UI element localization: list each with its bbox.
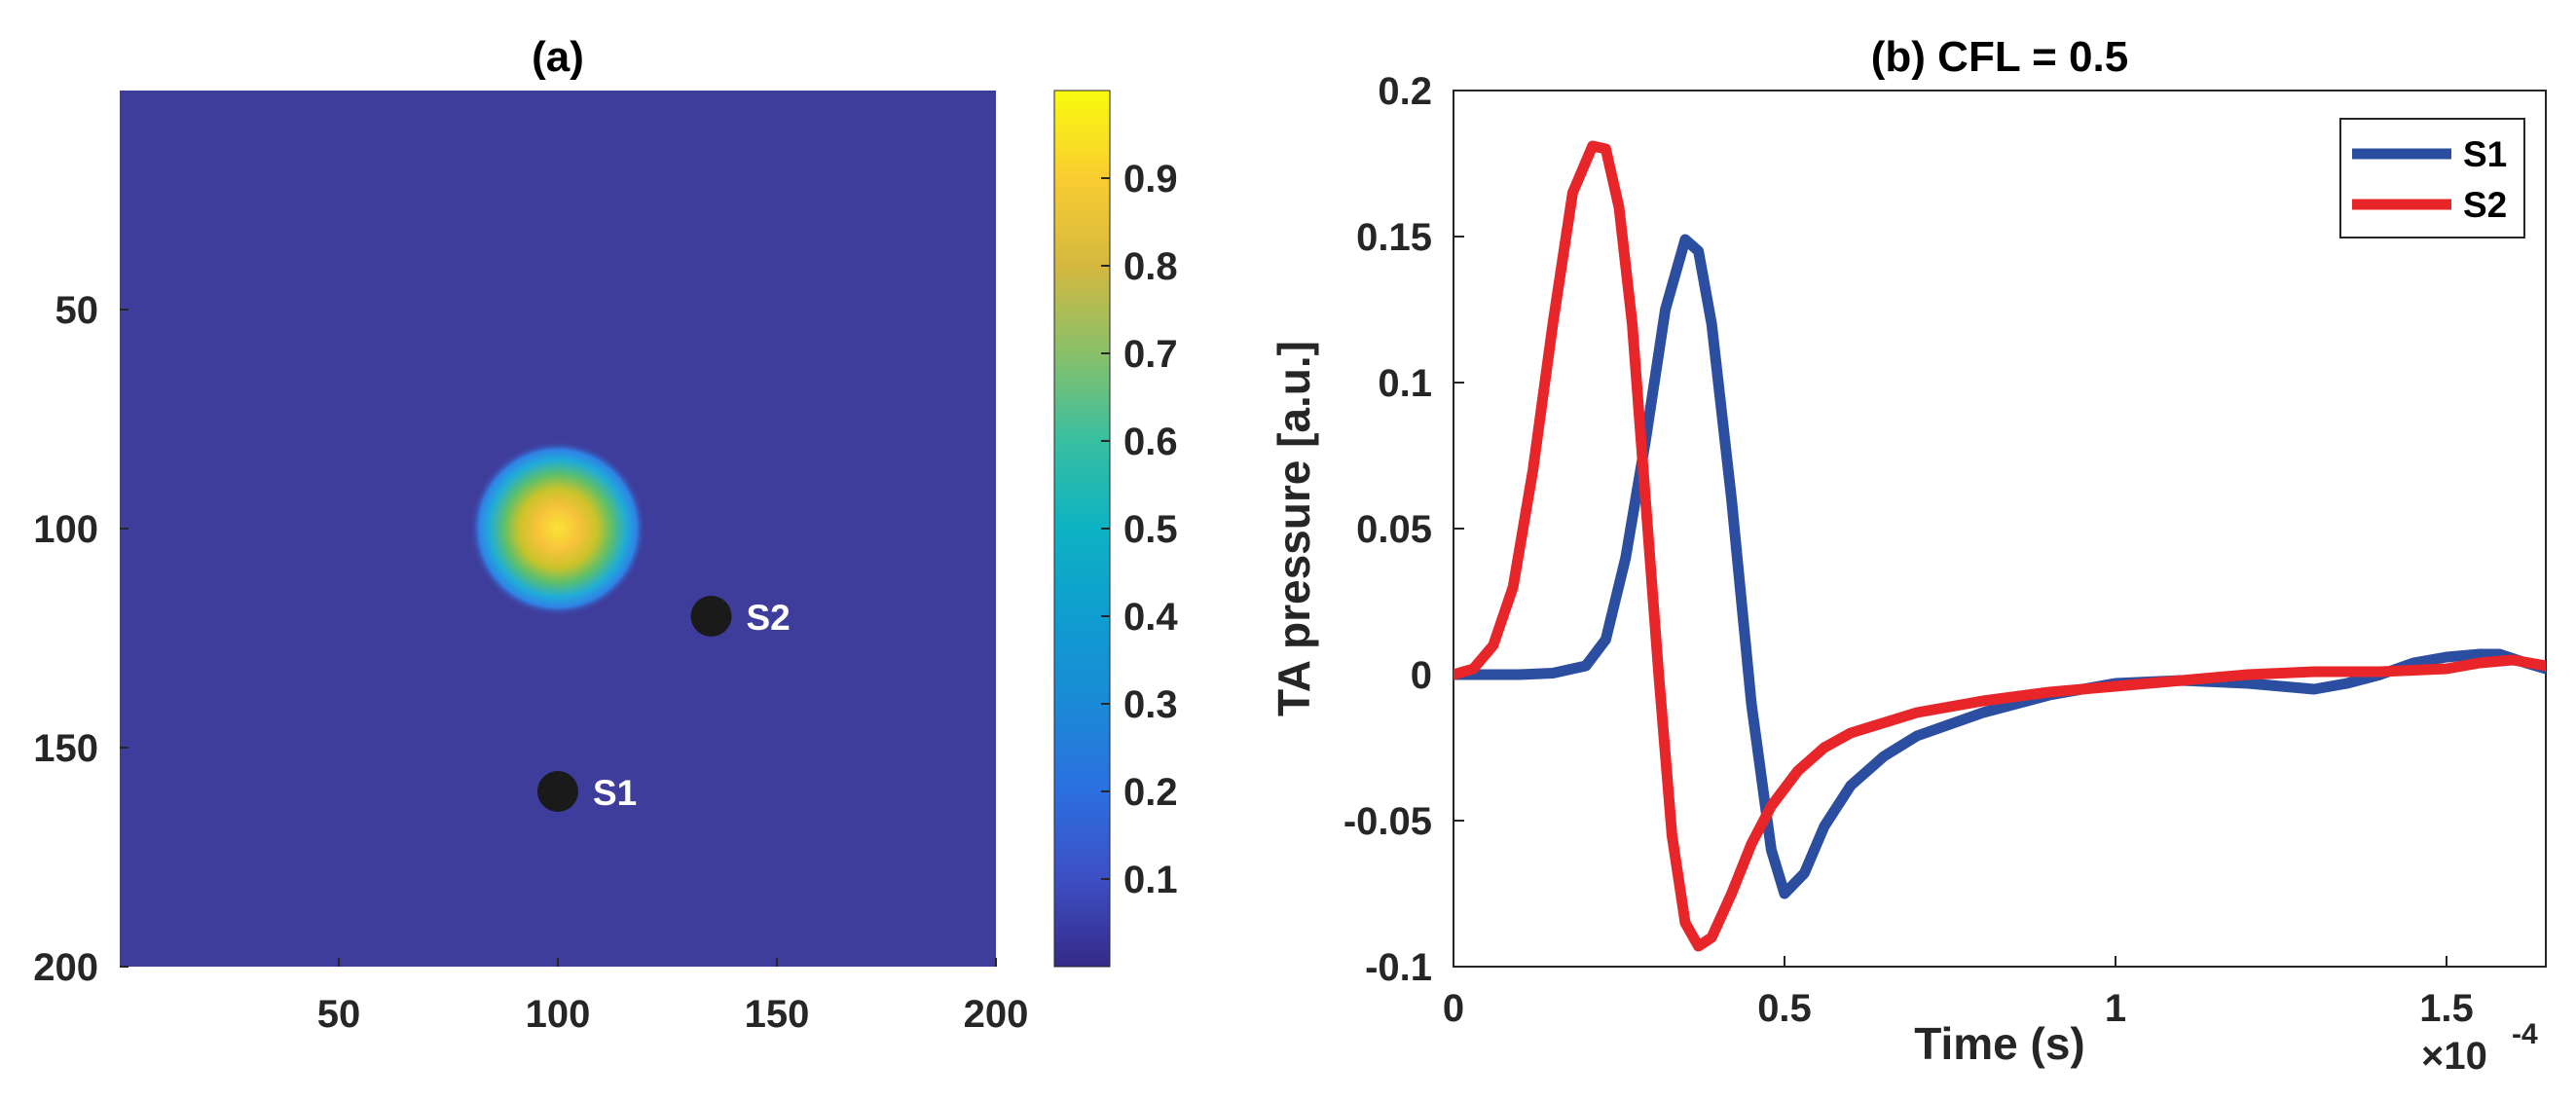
colorbar: 0.1 0.2 0.3 0.4 0.5 0.6 0.7 0.8 0.9: [1053, 90, 1178, 968]
heatmap-y-tick-label: 200: [33, 946, 98, 989]
marker-s2: [690, 596, 732, 637]
series-line-s2: [1454, 140, 2546, 952]
heatmap-y-ticks: 50 100 150 200: [33, 289, 129, 989]
line-y-tick-label: 0.05: [1356, 508, 1432, 551]
panel-b: (b) CFL = 0.5 0 0.5 1 1.5 0.2 0.15 0.1 0.05 0 -0…: [1269, 33, 2547, 1078]
line-y-tick-label: 0.15: [1356, 216, 1432, 259]
legend-label-s1: S1: [2463, 134, 2507, 174]
line-y-tick-label: 0.2: [1378, 70, 1432, 113]
heatmap-x-tick-label: 100: [526, 993, 591, 1036]
colorbar-tick-label: 0.4: [1123, 596, 1178, 639]
heatmap-x-ticks: 50 100 150 200: [317, 958, 1029, 1036]
panel-a-title: (a): [532, 33, 584, 81]
colorbar-tick-label: 0.5: [1123, 508, 1178, 551]
colorbar-tick-label: 0.1: [1123, 859, 1178, 901]
heatmap-x-tick-label: 50: [317, 993, 361, 1036]
colorbar-ticks: 0.1 0.2 0.3 0.4 0.5 0.6 0.7 0.8 0.9: [1101, 158, 1178, 901]
colorbar-tick-label: 0.2: [1123, 771, 1178, 814]
x-axis-label: Time (s): [1914, 1018, 2085, 1069]
line-y-tick-label: 0: [1411, 654, 1432, 697]
legend-box: [2339, 118, 2525, 238]
sensor-markers: S1 S2: [537, 596, 791, 813]
x-exponent: ×10 -4: [2421, 1018, 2538, 1078]
colorbar-tick-label: 0.6: [1123, 421, 1178, 463]
heatmap-y-tick-label: 50: [55, 289, 99, 332]
heatmap-x-tick-label: 200: [964, 993, 1029, 1036]
line-x-tick-label: 0.5: [1757, 987, 1812, 1030]
marker-label-s1: S1: [593, 773, 637, 813]
marker-label-s2: S2: [747, 598, 791, 638]
gaussian-source: [470, 441, 645, 616]
line-y-tick-label: -0.05: [1343, 800, 1432, 843]
legend-label-s2: S2: [2463, 185, 2507, 225]
marker-s1: [537, 771, 578, 812]
x-exponent-base: ×10: [2421, 1035, 2487, 1078]
colorbar-tick-label: 0.9: [1123, 158, 1178, 201]
colorbar-tick-label: 0.7: [1123, 333, 1178, 376]
line-y-tick-label: -0.1: [1365, 946, 1432, 989]
heatmap-x-tick-label: 150: [745, 993, 810, 1036]
panel-a: (a) S1 S2 50 100 150 200 50 100 150 200: [33, 33, 1028, 1036]
panel-b-title: (b) CFL = 0.5: [1871, 33, 2128, 81]
x-exponent-power: -4: [2512, 1018, 2538, 1050]
colorbar-tick-label: 0.3: [1123, 683, 1178, 726]
line-x-ticks: 0 0.5 1 1.5: [1443, 956, 2474, 1030]
colorbar-bar: [1053, 90, 1111, 968]
line-x-tick-label: 1: [2105, 987, 2126, 1030]
line-x-tick-label: 0: [1443, 987, 1464, 1030]
line-y-tick-label: 0.1: [1378, 362, 1432, 405]
heatmap-y-tick-label: 150: [33, 727, 98, 770]
heatmap-y-tick-label: 100: [33, 508, 98, 551]
line-x-tick-label: 1.5: [2419, 987, 2474, 1030]
line-y-ticks: 0.2 0.15 0.1 0.05 0 -0.05 -0.1: [1343, 70, 1464, 989]
colorbar-tick-label: 0.8: [1123, 245, 1178, 288]
line-series: [1454, 140, 2546, 952]
y-axis-label: TA pressure [a.u.]: [1269, 341, 1319, 716]
